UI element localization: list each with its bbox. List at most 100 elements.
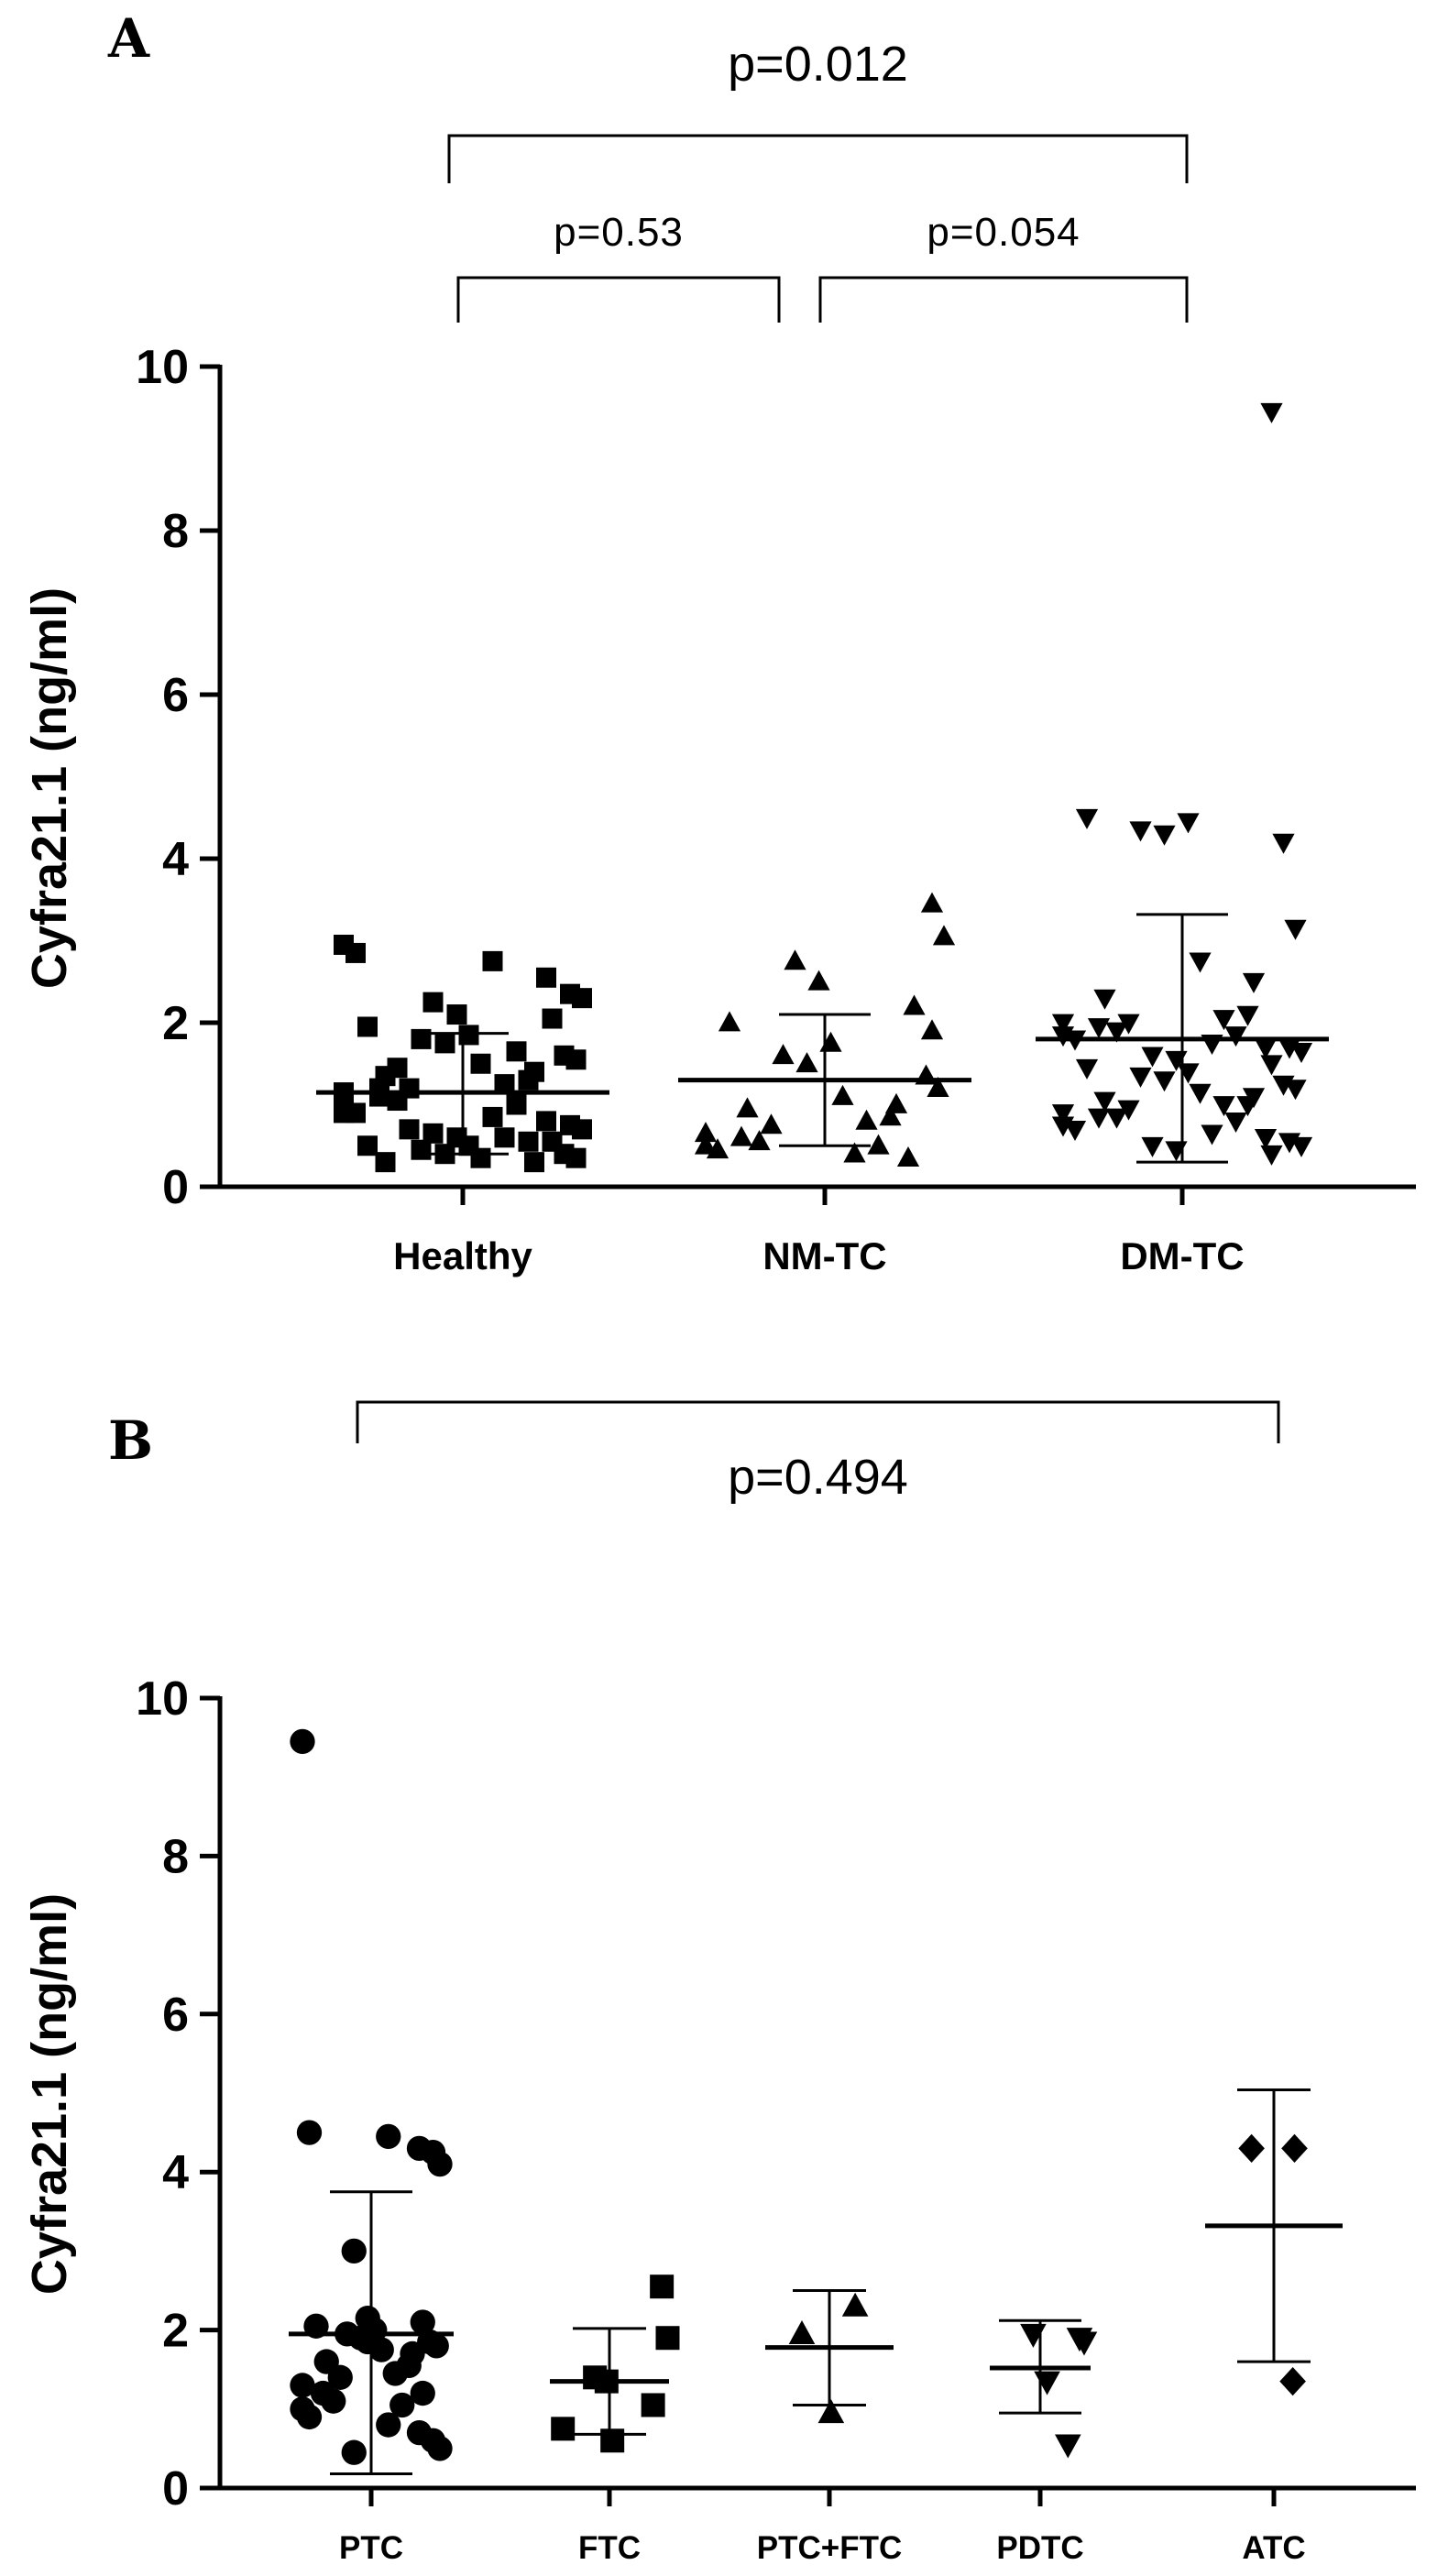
panel-a-point-dm-tc <box>1177 813 1200 834</box>
panel-b-point-ftc <box>600 2428 625 2453</box>
panel-b-point-ftc <box>655 2326 680 2351</box>
panel-a-point-dm-tc <box>1224 1113 1247 1134</box>
panel-a-point-healthy <box>565 1147 587 1168</box>
panel-b-y-tick-label: 8 <box>162 1830 189 1883</box>
panel-a-point-healthy <box>482 1106 503 1127</box>
panel-a-point-dm-tc <box>1141 1047 1164 1068</box>
panel-a-point-nm-tc <box>855 1109 878 1130</box>
panel-a-point-nm-tc <box>729 1125 753 1146</box>
panel-b: B p=0.494 Cyfra21.1 (ng/ml) 0 2 4 6 8 10 PTC F… <box>22 1400 1416 2566</box>
panel-a-point-nm-tc <box>807 970 830 991</box>
panel-a-axes <box>217 365 1416 1189</box>
panel-a-y-tick-label: 2 <box>162 997 189 1050</box>
panel-a-point-dm-tc <box>1051 1014 1075 1035</box>
panel-a: A p=0.012 p=0.53 p=0.054 Cyfra21.1 (ng/ml)… <box>22 7 1416 1277</box>
panel-a-comparison-bracket <box>818 276 1189 323</box>
panel-b-point-ptc <box>376 2412 401 2438</box>
panel-b-p-value-label: p=0.494 <box>728 1450 908 1505</box>
panel-a-point-healthy <box>357 1016 378 1037</box>
panel-a-y-ticks: 0 2 4 6 8 10 <box>136 341 220 1214</box>
panel-a-point-dm-tc <box>1105 1022 1128 1043</box>
panel-a-point-healthy <box>572 1119 592 1140</box>
panel-a-p-value-label: p=0.054 <box>927 210 1080 255</box>
panel-a-point-dm-tc <box>1087 1018 1111 1039</box>
panel-b-point-ptc <box>296 2404 323 2430</box>
panel-a-point-dm-tc <box>1177 1063 1200 1084</box>
panel-b-point-ptc <box>341 2439 367 2465</box>
panel-b-point-ptc <box>410 2309 435 2335</box>
panel-b-point-ptc <box>423 2333 449 2359</box>
panel-a-point-healthy <box>494 1074 515 1095</box>
panel-a-point-dm-tc <box>1117 1100 1140 1121</box>
panel-b-point-pdtc <box>1070 2331 1098 2356</box>
panel-a-y-tick-label: 6 <box>162 669 189 722</box>
panel-a-point-healthy <box>506 1041 527 1062</box>
panel-a-y-tick-label: 10 <box>136 341 189 394</box>
panel-a-point-nm-tc <box>784 949 806 970</box>
panel-b-point-ftc <box>641 2393 665 2417</box>
panel-a-point-dm-tc <box>1093 1091 1116 1113</box>
panel-b-point-atc <box>1279 2367 1306 2396</box>
panel-a-point-healthy <box>470 1053 491 1074</box>
panel-b-point-atc <box>1281 2133 1308 2163</box>
panel-b-point-ptc <box>321 2388 346 2414</box>
panel-a-point-dm-tc <box>1272 833 1295 854</box>
panel-a-point-nm-tc <box>706 1138 729 1159</box>
panel-b-point-ptc <box>341 2238 367 2264</box>
panel-a-point-nm-tc <box>927 1076 949 1097</box>
panel-a-point-dm-tc <box>1105 1108 1128 1129</box>
panel-a-p-value-label: p=0.012 <box>728 37 908 92</box>
panel-a-point-nm-tc <box>772 1044 795 1065</box>
panel-b-point-ftc <box>650 2275 675 2299</box>
panel-a-point-nm-tc <box>831 1084 854 1105</box>
panel-a-point-healthy <box>422 992 444 1013</box>
panel-b-y-tick-label: 2 <box>162 2305 189 2358</box>
panel-a-point-dm-tc <box>1189 952 1212 973</box>
panel-a-letter: A <box>107 7 150 70</box>
panel-a-point-healthy <box>506 1094 527 1115</box>
panel-a-point-healthy <box>357 1135 378 1156</box>
panel-a-point-dm-tc <box>1242 972 1266 993</box>
panel-a-point-nm-tc <box>867 1134 890 1155</box>
panel-a-y-axis-label: Cyfra21.1 (ng/ml) <box>22 587 77 989</box>
panel-b-y-ticks: 0 2 4 6 8 10 <box>136 1672 220 2516</box>
panel-a-point-dm-tc <box>1212 1010 1235 1031</box>
panel-a-point-dm-tc <box>1260 1145 1283 1166</box>
panel-a-point-healthy <box>411 1139 432 1160</box>
panel-b-x-tick-label-pdtc: PDTC <box>996 2530 1083 2566</box>
panel-b-letter: B <box>108 1409 153 1472</box>
panel-b-x-tick-label-ptc: PTC <box>339 2530 403 2566</box>
panel-a-point-dm-tc <box>1093 989 1116 1010</box>
panel-b-point-pdtc <box>1055 2434 1081 2459</box>
panel-a-point-dm-tc <box>1189 1083 1212 1104</box>
panel-a-point-dm-tc <box>1224 1026 1247 1047</box>
panel-b-comparison-bracket <box>356 1400 1280 1443</box>
panel-a-y-tick-label: 0 <box>162 1161 189 1214</box>
panel-b-point-ptc <box>382 2361 408 2386</box>
panel-b-y-tick-label: 0 <box>162 2462 189 2516</box>
panel-a-point-healthy <box>536 1111 556 1132</box>
panel-a-y-tick-label: 4 <box>162 833 189 886</box>
panel-a-point-nm-tc <box>694 1134 718 1155</box>
panel-b-point-ptc <box>296 2120 323 2145</box>
panel-b-point-ptc <box>427 2151 453 2177</box>
panel-a-point-healthy <box>536 967 556 988</box>
panel-a-point-healthy <box>494 1127 515 1148</box>
panel-b-axes <box>217 1696 1416 2491</box>
panel-a-point-dm-tc <box>1236 1005 1259 1026</box>
panel-a-point-healthy <box>369 1078 389 1099</box>
panel-a-point-healthy <box>399 1119 420 1140</box>
panel-a-point-healthy <box>518 1131 539 1152</box>
panel-a-point-healthy <box>375 1152 396 1173</box>
panel-a-point-healthy <box>470 1147 491 1168</box>
panel-a-point-nm-tc <box>920 892 944 913</box>
panel-a-point-nm-tc <box>843 1142 866 1163</box>
panel-a-point-nm-tc <box>920 1019 944 1040</box>
panel-a-point-healthy <box>518 1069 539 1091</box>
panel-b-mean-sd <box>289 2088 1343 2475</box>
panel-a-point-healthy <box>346 942 366 963</box>
panel-a-point-healthy <box>387 1091 408 1112</box>
panel-a-point-dm-tc <box>1254 1128 1278 1149</box>
panel-a-x-tick-label-dm-tc: DM-TC <box>1120 1234 1244 1277</box>
